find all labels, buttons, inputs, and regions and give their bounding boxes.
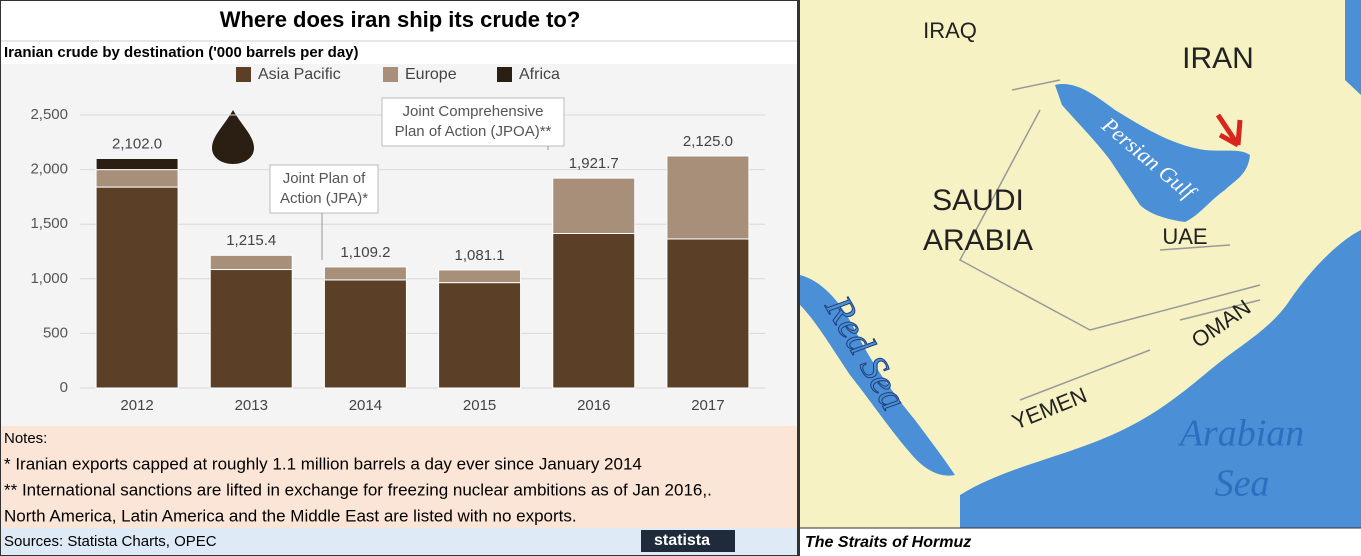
annotation-box [381, 97, 565, 147]
annotation-text: Joint Plan of [283, 170, 366, 187]
bar-segment [323, 279, 407, 389]
x-tick-label: 2014 [349, 397, 382, 414]
annotation-box [269, 164, 379, 214]
bar-segment [666, 238, 750, 389]
legend-label: Africa [519, 66, 560, 83]
notes: Notes: * Iranian exports capped at roughl… [4, 430, 712, 526]
bar-segment [95, 169, 179, 188]
y-tick-label: 500 [43, 324, 68, 341]
notes-background [0, 426, 797, 528]
legend-swatch [383, 67, 398, 82]
total-label: 1,109.2 [340, 244, 390, 261]
oil-drop-icon [212, 110, 254, 164]
x-tick-label: 2017 [691, 397, 724, 414]
x-tick-label: 2012 [120, 397, 153, 414]
map-label: Sea [1215, 463, 1270, 505]
map-label: Arabian [1177, 413, 1305, 455]
map-label: IRAN [1182, 42, 1254, 75]
bar-segment [552, 177, 636, 234]
logo: statista [654, 532, 710, 549]
note-line: Notes: [4, 430, 47, 447]
bar-segment [438, 282, 522, 389]
legend-swatch [497, 67, 512, 82]
total-label: 1,081.1 [455, 247, 505, 264]
legend-label: Europe [405, 66, 457, 83]
bar-segment [666, 155, 750, 240]
note-line: * Iranian exports capped at roughly 1.1 … [4, 454, 642, 473]
total-label: 1,215.4 [226, 232, 276, 249]
y-tick-label: 0 [60, 379, 68, 396]
y-tick-label: 2,000 [30, 161, 68, 178]
annotation-text: Joint Comprehensive [403, 103, 544, 120]
bar-segment [323, 266, 407, 281]
x-tick-label: 2016 [577, 397, 610, 414]
x-tick-label: 2013 [235, 397, 268, 414]
logo-background [641, 530, 735, 552]
arabian-sea-water [960, 230, 1361, 528]
total-label: 1,921.7 [569, 155, 619, 172]
bar-segment [438, 269, 522, 284]
chart-title: Where does iran ship its crude to? [220, 7, 581, 32]
caption-background [800, 528, 1361, 556]
map-label: ARABIA [923, 224, 1033, 257]
map-label: UAE [1162, 224, 1207, 249]
y-tick-label: 1,500 [30, 215, 68, 232]
borders [958, 79, 1261, 401]
red-sea-water [800, 275, 955, 476]
legend-swatch [236, 67, 251, 82]
bar-segment [209, 254, 293, 271]
bar-segment [209, 269, 293, 389]
total-label: 2,125.0 [683, 133, 733, 150]
note-line: ** International sanctions are lifted in… [4, 480, 712, 499]
map-caption: The Straits of Hormuz [805, 534, 971, 551]
persian-gulf-water [1055, 84, 1250, 222]
sources: Sources: Statista Charts, OPEC [4, 533, 217, 550]
arrow [1215, 113, 1243, 148]
total-label: 2,102.0 [112, 135, 162, 152]
plot: 0 500 1,000 1,500 2,000 2,500 2,102.0 2012 1,215… [30, 106, 765, 414]
annotation-text: Action (JPA)* [280, 190, 368, 207]
x-tick-label: 2015 [463, 397, 496, 414]
annotation-text: Plan of Action (JPOA)** [395, 123, 552, 140]
caspian-water [1345, 0, 1361, 95]
map [800, 0, 1361, 528]
bar-segment [552, 232, 636, 389]
y-tick-label: 1,000 [30, 270, 68, 287]
map-label: IRAQ [923, 18, 977, 43]
bar-segment [95, 157, 179, 171]
chart-subtitle: Iranian crude by destination ('000 barre… [4, 44, 359, 61]
legend-label: Asia Pacific [258, 66, 341, 83]
y-tick-label: 2,500 [30, 106, 68, 123]
bar-segment [95, 186, 179, 389]
map-label: SAUDI [932, 184, 1024, 217]
note-line: North America, Latin America and the Mid… [4, 506, 577, 525]
